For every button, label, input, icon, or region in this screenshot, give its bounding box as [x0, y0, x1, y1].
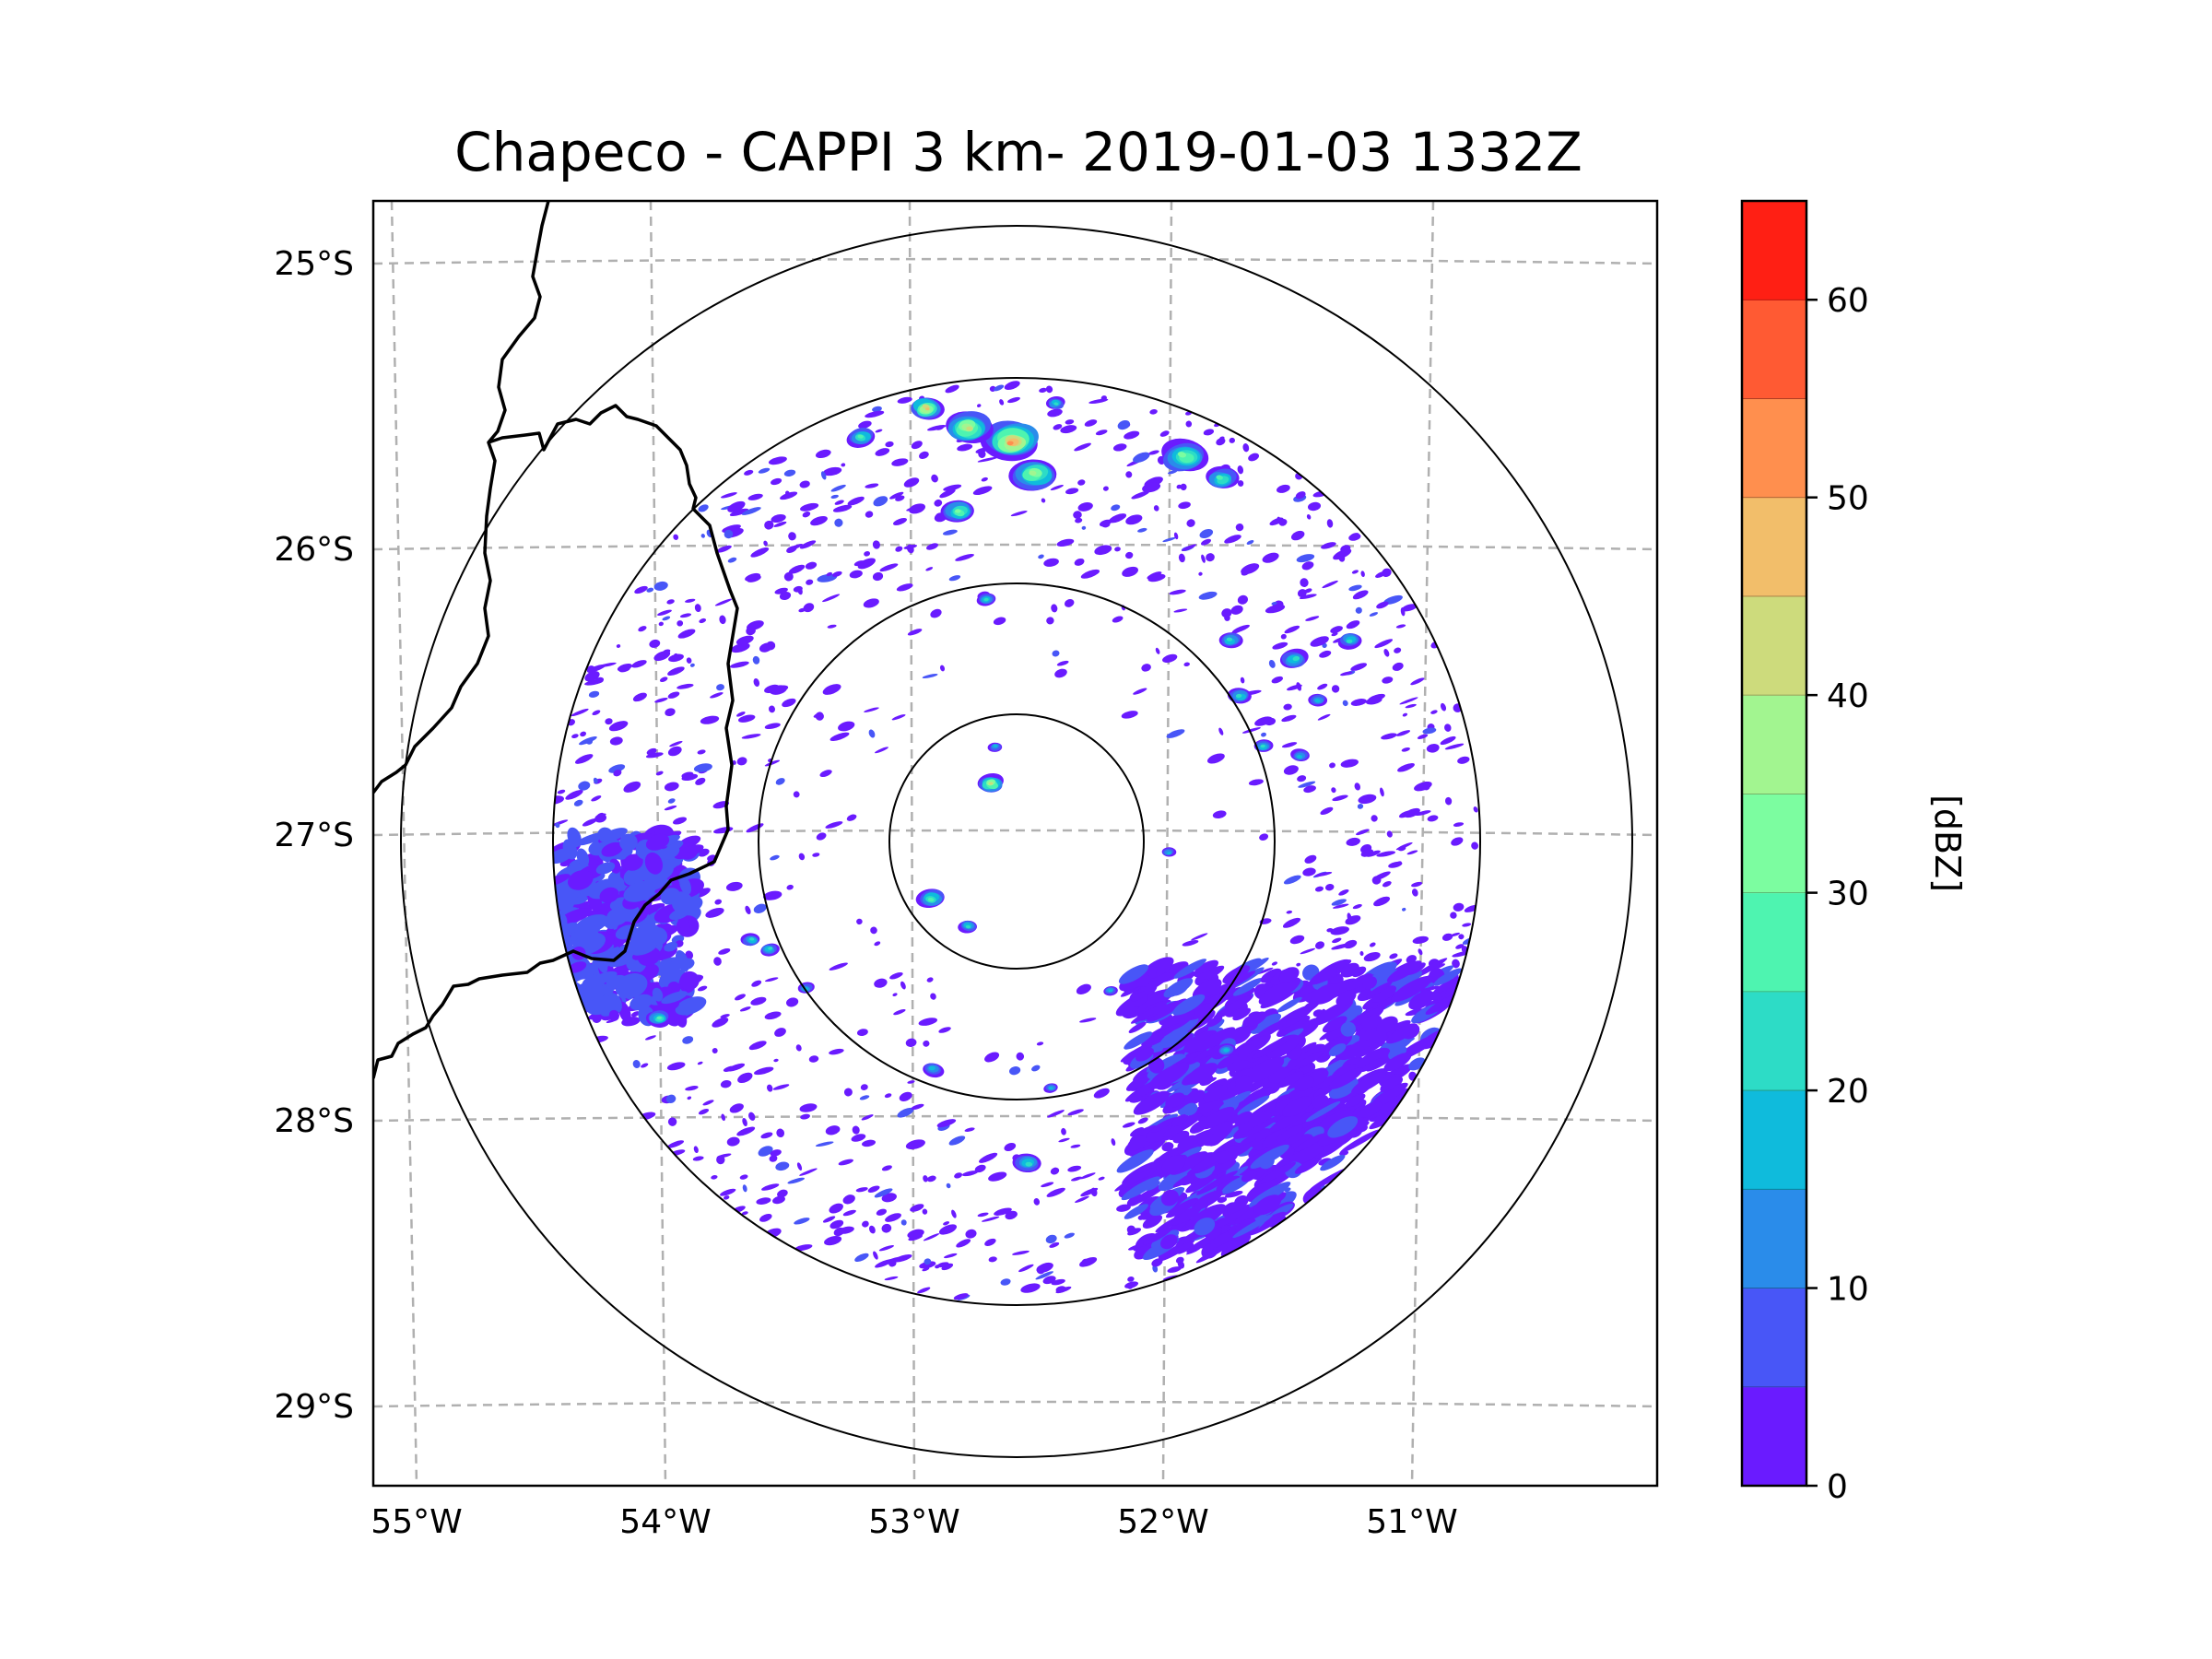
colorbar-band: [1742, 1386, 1806, 1487]
colorbar-band: [1742, 1288, 1806, 1388]
latitude-labels: 25°S 26°S 27°S 28°S 29°S: [274, 245, 354, 1426]
colorbar-ticks: 0 10 20 30 40 50 60: [1806, 282, 1869, 1506]
colorbar-tick-label: 0: [1827, 1468, 1848, 1506]
colorbar-tick-label: 20: [1827, 1073, 1869, 1111]
lon-label-55w: 55°W: [371, 1503, 462, 1541]
lat-label-26s: 26°S: [274, 531, 354, 569]
colorbar-band: [1742, 595, 1806, 696]
lon-label-51w: 51°W: [1366, 1503, 1457, 1541]
range-ring-3: [552, 377, 1481, 1306]
lon-label-54w: 54°W: [619, 1503, 711, 1541]
lon-label-53w: 53°W: [868, 1503, 959, 1541]
border-argentina-brazil: [373, 404, 739, 1079]
political-borders: [373, 201, 739, 1079]
colorbar-label: [dBZ]: [1927, 794, 1968, 892]
colorbar-band: [1742, 1189, 1806, 1289]
lat-label-28s: 28°S: [274, 1102, 354, 1140]
colorbar-band: [1742, 201, 1806, 300]
range-ring-2: [758, 582, 1276, 1100]
range-ring-4: [400, 225, 1633, 1458]
lon-label-52w: 52°W: [1117, 1503, 1208, 1541]
longitude-labels: 55°W 54°W 53°W 52°W 51°W: [371, 1503, 1457, 1541]
colorbar-tick-label: 30: [1827, 876, 1869, 913]
colorbar-band: [1742, 497, 1806, 597]
colorbar-frame: [1740, 199, 1808, 1488]
colorbar-tick-label: 50: [1827, 480, 1869, 518]
colorbar-band: [1742, 695, 1806, 794]
colorbar-tick-label: 10: [1827, 1271, 1869, 1309]
lat-label-29s: 29°S: [274, 1388, 354, 1426]
colorbar-tick-label: 60: [1827, 282, 1869, 320]
lat-label-27s: 27°S: [274, 817, 354, 854]
map-title: Chapeco - CAPPI 3 km- 2019-01-03 1332Z: [454, 121, 1583, 183]
radar-echoes: [553, 381, 1480, 1300]
colorbar-band: [1742, 1090, 1806, 1190]
range-ring-1: [888, 713, 1145, 970]
range-rings: [400, 225, 1633, 1458]
colorbar-band: [1742, 300, 1806, 400]
colorbar-band: [1742, 794, 1806, 894]
border-paraguay-argentina: [373, 201, 550, 794]
lat-label-25s: 25°S: [274, 245, 354, 283]
colorbar-band: [1742, 991, 1806, 1091]
colorbar-band: [1742, 398, 1806, 499]
map-frame: [371, 199, 1659, 1488]
colorbar: [1742, 201, 1806, 1487]
colorbar-tick-label: 40: [1827, 677, 1869, 715]
graticule-latitudes: [373, 257, 1657, 1408]
colorbar-band: [1742, 892, 1806, 993]
